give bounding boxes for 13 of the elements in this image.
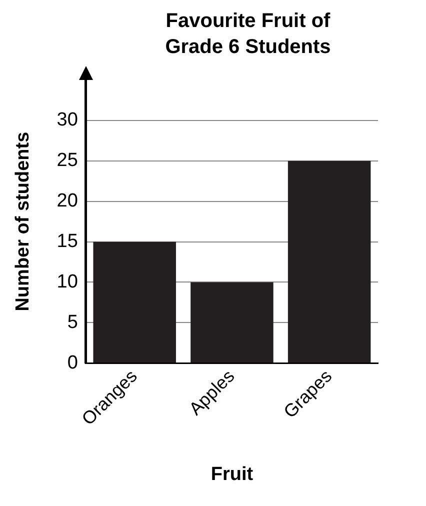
bar <box>93 242 176 363</box>
y-tick-label: 5 <box>67 312 78 333</box>
y-tick-label: 30 <box>56 110 78 131</box>
y-tick-label: 15 <box>56 231 78 252</box>
bar <box>288 160 371 363</box>
y-tick-label: 10 <box>56 271 78 292</box>
bar <box>190 282 274 363</box>
y-tick-label: 25 <box>56 150 78 172</box>
y-tick-label: 20 <box>56 190 78 212</box>
y-axis-title: Number of students <box>12 132 34 312</box>
x-axis-title: Fruit <box>210 464 254 485</box>
chart-title: Favourite Fruit of Grade 6 Students <box>164 9 332 60</box>
y-tick-label: 0 <box>67 352 78 374</box>
